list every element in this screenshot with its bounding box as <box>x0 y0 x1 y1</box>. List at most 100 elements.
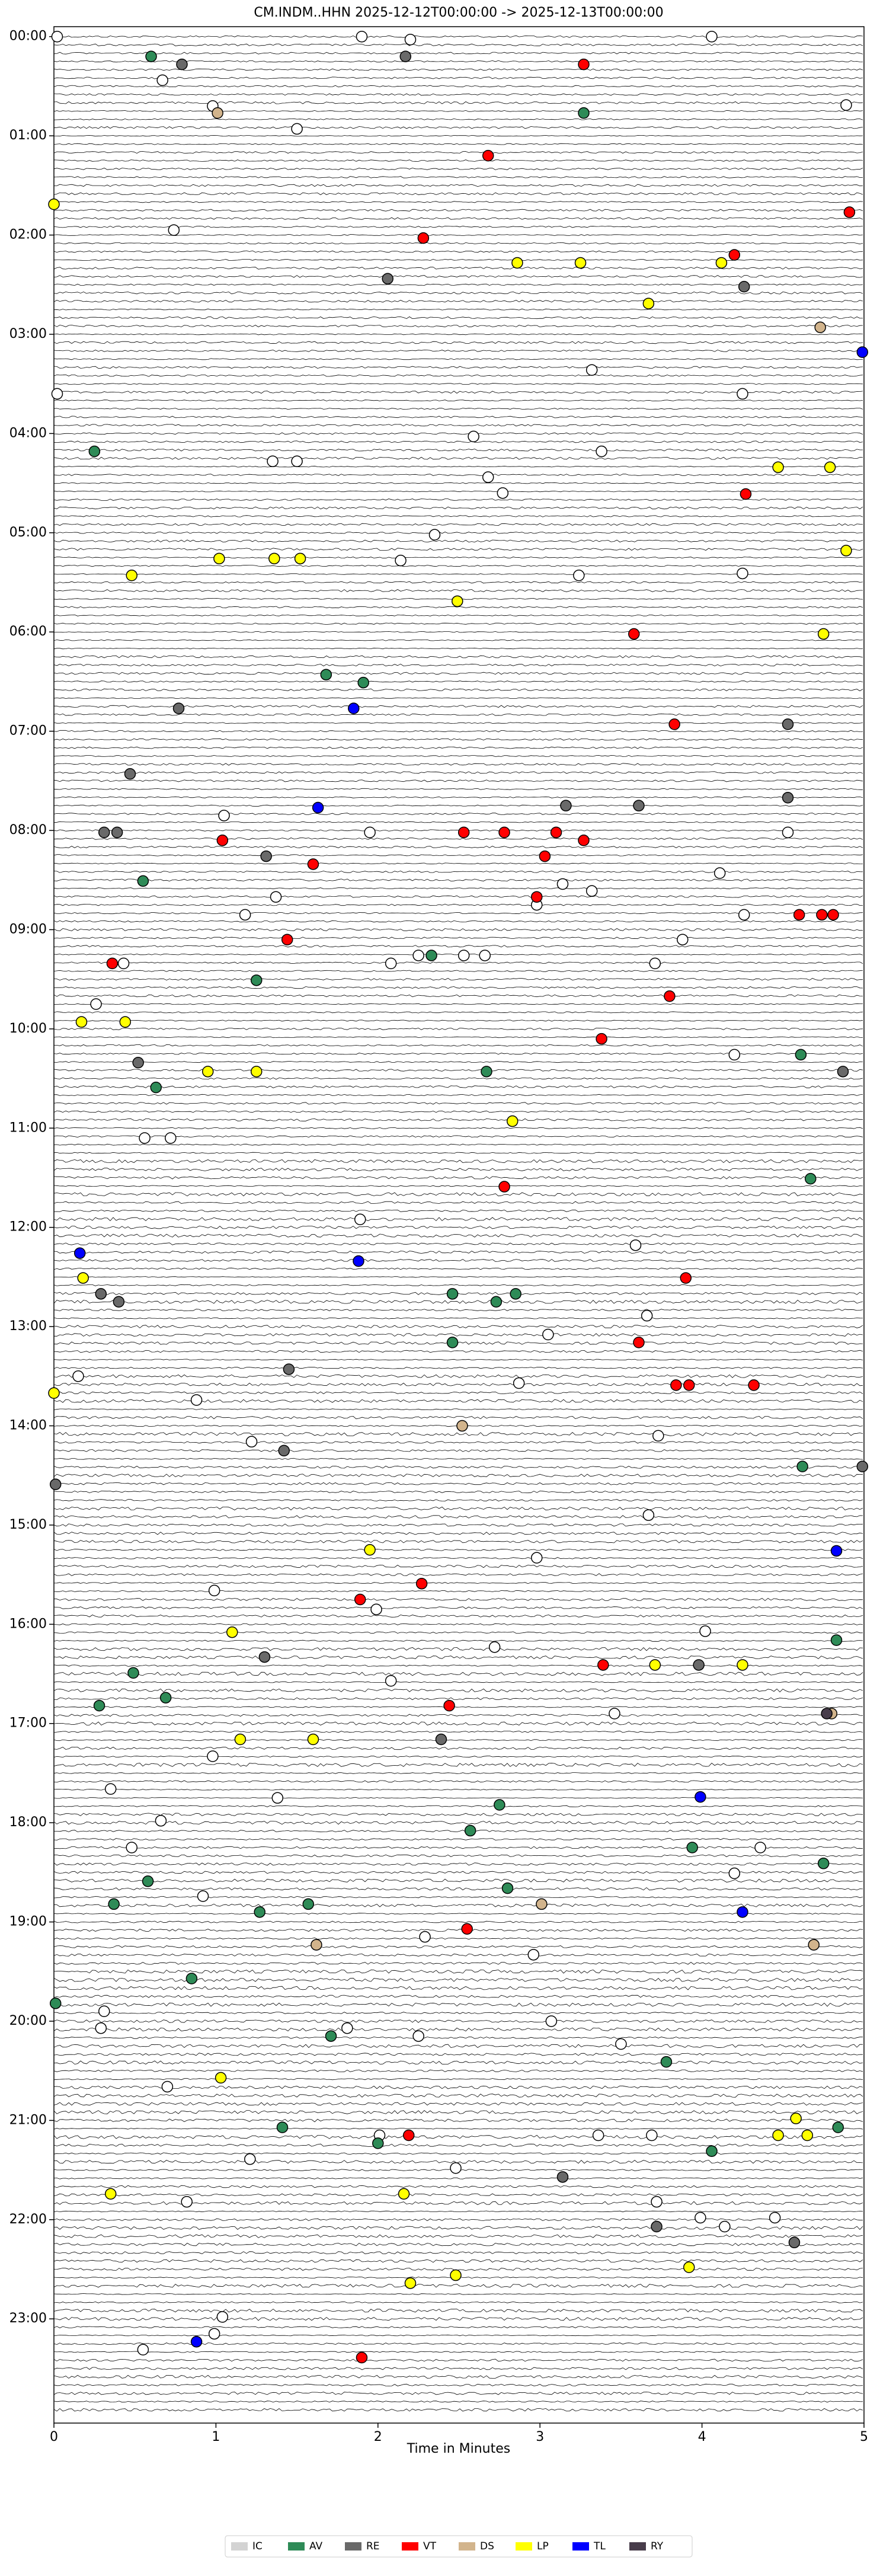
event-marker <box>137 875 149 887</box>
trace <box>53 2210 863 2213</box>
event-marker <box>457 826 470 839</box>
event-marker <box>119 1016 132 1028</box>
event-marker <box>737 1659 748 1671</box>
event-marker <box>415 1577 428 1590</box>
trace <box>53 945 863 948</box>
event-marker <box>642 1509 655 1521</box>
event-marker <box>251 1066 263 1078</box>
trace <box>53 43 863 46</box>
trace <box>53 374 863 377</box>
trace <box>53 1887 863 1891</box>
trace <box>53 573 863 575</box>
trace <box>53 76 863 79</box>
trace <box>53 895 863 898</box>
trace <box>53 1284 863 1286</box>
trace <box>53 1003 863 1005</box>
trace <box>53 928 863 931</box>
trace <box>53 539 863 543</box>
trace <box>53 1127 863 1129</box>
x-tick-label: 4 <box>698 2430 706 2444</box>
trace <box>53 1838 863 1840</box>
trace <box>53 324 863 328</box>
trace <box>53 663 863 667</box>
trace <box>53 1168 863 1171</box>
trace <box>53 1540 863 1543</box>
trace <box>53 209 863 212</box>
trace <box>53 2267 863 2271</box>
trace <box>53 242 863 245</box>
legend-label: AV <box>309 2540 323 2552</box>
trace <box>53 333 863 335</box>
event-marker <box>137 2344 149 2356</box>
trace <box>53 1118 863 1121</box>
event-marker <box>126 570 137 581</box>
trace <box>54 184 863 187</box>
event-marker <box>573 570 585 581</box>
legend-swatch <box>231 2542 248 2551</box>
trace <box>53 1053 863 1055</box>
trace <box>53 2317 863 2321</box>
event-marker <box>498 826 510 839</box>
event-marker <box>814 321 826 334</box>
event-marker <box>511 257 523 269</box>
event-marker <box>278 1444 290 1457</box>
event-marker <box>48 1387 60 1399</box>
trace <box>53 647 863 650</box>
event-marker <box>356 30 368 43</box>
trace <box>53 1233 863 1238</box>
event-marker <box>207 1750 219 1762</box>
event-marker <box>93 1699 105 1712</box>
event-marker <box>596 1033 607 1045</box>
trace <box>53 2069 863 2072</box>
event-marker <box>592 2129 604 2142</box>
event-marker <box>664 990 676 1002</box>
trace <box>53 416 863 418</box>
event-marker <box>649 1659 661 1671</box>
event-marker <box>482 471 494 483</box>
trace <box>53 68 863 71</box>
trace <box>53 1226 863 1229</box>
trace <box>53 2251 863 2254</box>
trace <box>53 1209 863 1212</box>
event-marker <box>457 950 470 961</box>
event-marker <box>398 2188 410 2200</box>
event-marker <box>719 2220 731 2233</box>
trace <box>53 1044 863 1047</box>
trace <box>53 2334 863 2337</box>
trace <box>53 937 863 939</box>
trace <box>53 2027 863 2032</box>
event-marker <box>843 206 856 218</box>
event-marker <box>354 1213 366 1226</box>
trace <box>53 1506 863 1511</box>
event-marker <box>596 445 607 458</box>
trace <box>53 1259 863 1262</box>
trace <box>54 1830 863 1833</box>
trace <box>53 490 863 493</box>
event-marker <box>615 2038 627 2050</box>
event-marker <box>239 909 251 921</box>
trace <box>53 424 863 427</box>
trace <box>53 1176 863 1180</box>
event-marker <box>412 950 424 961</box>
event-marker <box>402 2129 415 2142</box>
legend-swatch <box>572 2542 589 2551</box>
trace <box>53 358 863 360</box>
trace <box>53 1582 863 1584</box>
trace <box>53 291 863 295</box>
event-marker <box>856 346 869 358</box>
event-marker <box>307 1733 319 1746</box>
trace <box>53 2078 863 2080</box>
trace <box>53 93 863 96</box>
event-marker <box>728 1867 741 1880</box>
event-marker <box>830 1545 843 1557</box>
trace <box>53 2102 863 2106</box>
event-marker <box>385 957 397 970</box>
trace <box>53 878 863 882</box>
trace <box>53 201 863 203</box>
trace <box>53 474 863 477</box>
trace <box>53 1110 863 1113</box>
event-marker <box>446 1337 459 1348</box>
x-tick-label: 1 <box>212 2430 220 2444</box>
event-marker <box>652 1430 664 1442</box>
event-marker <box>585 364 598 376</box>
